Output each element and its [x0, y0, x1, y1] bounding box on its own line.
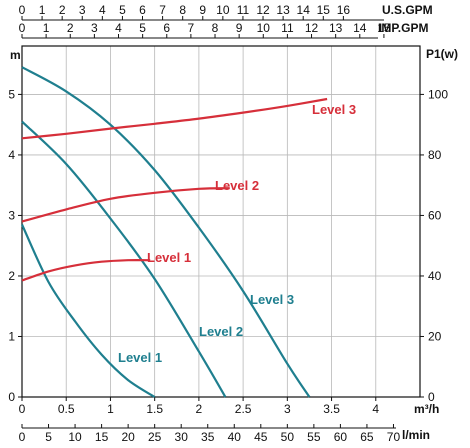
x-bottom-tick-label: 2: [196, 402, 203, 416]
x-usgpm-tick-label: 1: [39, 3, 46, 17]
y-right-tick-label: 0: [428, 390, 435, 404]
power-curve-label-2: Level 2: [215, 178, 259, 193]
y-right-axis-label: P1(w): [426, 47, 458, 61]
x-usgpm-tick-label: 4: [99, 3, 106, 17]
x-lmin-tick-label: 5: [45, 430, 52, 444]
x-lmin-tick-label: 10: [68, 430, 82, 444]
x-impgpm-tick-label: 15: [377, 21, 391, 35]
x-lmin-tick-label: 45: [254, 430, 268, 444]
y-left-axis-label: m: [10, 48, 21, 62]
x-bottom-tick-label: 2.5: [235, 402, 252, 416]
x-bottom-tick-label: 0: [19, 402, 26, 416]
y-right-tick-label: 80: [428, 148, 442, 162]
x-lmin-tick-label: 35: [201, 430, 215, 444]
x-impgpm-tick-label: 8: [212, 21, 219, 35]
x-lmin-tick-label: 50: [281, 430, 295, 444]
x-lmin-tick-label: 25: [148, 430, 162, 444]
y-right-tick-label: 100: [428, 87, 448, 101]
x-bottom-tick-label: 1: [107, 402, 114, 416]
x-usgpm-tick-label: 5: [119, 3, 126, 17]
x-usgpm-axis-label: U.S.GPM: [382, 3, 433, 17]
x-impgpm-tick-label: 3: [91, 21, 98, 35]
power-curve-2: [21, 187, 230, 223]
y-right-tick-label: 60: [428, 208, 442, 222]
x-usgpm-tick-label: 3: [79, 3, 86, 17]
plot-frame: [21, 45, 421, 398]
head-curve-1: [20, 224, 156, 398]
x-impgpm-tick-label: 4: [115, 21, 122, 35]
x-usgpm-tick-label: 12: [256, 3, 270, 17]
power-curve-label-1: Level 1: [147, 250, 191, 265]
x-usgpm-tick-label: 7: [159, 3, 166, 17]
x-usgpm-tick-label: 13: [276, 3, 290, 17]
x-usgpm-tick-label: 11: [237, 3, 250, 17]
head-curve-label-3: Level 3: [250, 292, 294, 307]
x-bottom-axis-label: m³/h: [414, 402, 439, 416]
y-left-tick-label: 4: [8, 148, 15, 162]
x-impgpm-tick-label: 13: [329, 21, 343, 35]
x-lmin-tick-label: 30: [175, 430, 189, 444]
head-curve-label-1: Level 1: [118, 350, 162, 365]
x-bottom-tick-label: 4: [372, 402, 379, 416]
x-impgpm-tick-label: 9: [236, 21, 243, 35]
x-impgpm-tick-label: 1: [43, 21, 50, 35]
power-curve-label-3: Level 3: [312, 102, 356, 117]
x-impgpm-axis-label: IMP.GPM: [378, 21, 428, 35]
x-impgpm-tick-label: 10: [257, 21, 271, 35]
x-impgpm-tick-label: 2: [67, 21, 74, 35]
x-usgpm-tick-label: 16: [337, 3, 351, 17]
x-lmin-tick-label: 20: [121, 430, 135, 444]
x-usgpm-tick-label: 8: [179, 3, 186, 17]
x-bottom-tick-label: 3.5: [323, 402, 340, 416]
y-left-tick-label: 2: [8, 269, 15, 283]
x-lmin-tick-label: 55: [307, 430, 321, 444]
x-bottom-tick-label: 3: [284, 402, 291, 416]
x-bottom-tick-label: 0.5: [58, 402, 75, 416]
x-usgpm-tick-label: 9: [199, 3, 206, 17]
x-impgpm-tick-label: 14: [353, 21, 367, 35]
x-lmin-tick-label: 15: [95, 430, 109, 444]
y-left-tick-label: 0: [8, 390, 15, 404]
head-curve-2: [21, 120, 227, 398]
x-lmin-tick-label: 70: [387, 430, 401, 444]
x-usgpm-tick-label: 14: [297, 3, 311, 17]
y-right-tick-label: 20: [428, 329, 442, 343]
x-usgpm-tick-label: 15: [317, 3, 331, 17]
head-curve-label-2: Level 2: [199, 324, 243, 339]
x-usgpm-tick-label: 10: [216, 3, 230, 17]
x-impgpm-tick-label: 11: [281, 21, 294, 35]
x-impgpm-tick-label: 6: [163, 21, 170, 35]
y-left-tick-label: 5: [8, 87, 15, 101]
power-curve-3: [21, 97, 328, 140]
x-impgpm-tick-label: 12: [305, 21, 319, 35]
y-right-tick-label: 40: [428, 269, 442, 283]
head-curve-3: [21, 66, 311, 398]
x-lmin-tick-label: 60: [334, 430, 348, 444]
x-impgpm-tick-label: 7: [188, 21, 195, 35]
x-impgpm-tick-label: 5: [139, 21, 146, 35]
y-left-tick-label: 3: [8, 208, 15, 222]
x-lmin-tick-label: 0: [19, 430, 26, 444]
x-impgpm-tick-label: 0: [19, 21, 26, 35]
power-curve-1: [21, 259, 151, 282]
x-lmin-tick-label: 40: [228, 430, 242, 444]
x-usgpm-tick-label: 6: [139, 3, 146, 17]
y-left-tick-label: 1: [8, 329, 15, 343]
x-usgpm-tick-label: 2: [59, 3, 66, 17]
grid-layer: [21, 46, 420, 398]
x-lmin-tick-label: 65: [360, 430, 374, 444]
x-usgpm-tick-label: 0: [19, 3, 26, 17]
x-lmin-axis-label: l/min: [402, 428, 430, 442]
x-bottom-tick-label: 1.5: [146, 402, 163, 416]
